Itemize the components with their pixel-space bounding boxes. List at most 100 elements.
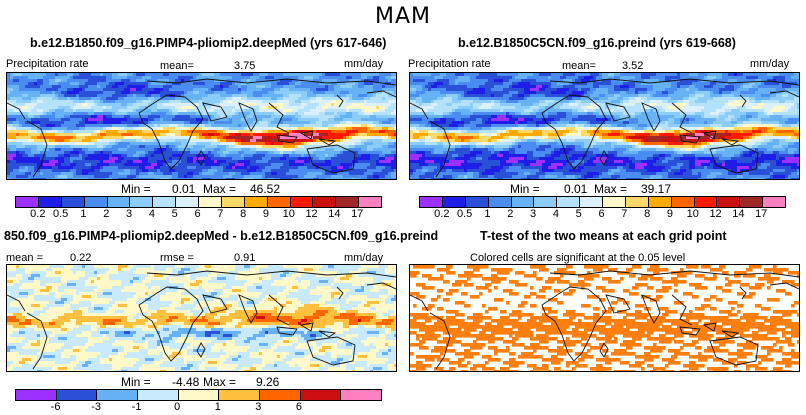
panel1-map-cell <box>199 85 203 89</box>
panel1-map-cell <box>361 88 365 92</box>
panel1-map-cell <box>85 115 89 119</box>
panel1-map-cell <box>214 154 218 158</box>
panel1-map-cell <box>295 91 299 95</box>
panel1-map-cell <box>184 154 188 158</box>
panel1-map-cell <box>310 97 314 101</box>
panel1-map-cell <box>190 151 194 155</box>
panel1-map-cell <box>184 103 188 107</box>
panel1-map-cell <box>274 136 278 140</box>
panel2-map-cell <box>527 76 531 80</box>
panel1-map-cell <box>37 106 41 110</box>
coastline <box>196 150 206 166</box>
panel2-map-cell <box>473 76 477 80</box>
panel2-map-cell <box>512 73 516 77</box>
panel1-map-cell <box>235 166 239 170</box>
panel1-map-cell <box>244 97 248 101</box>
panel1-map-cell <box>157 82 161 86</box>
panel1-map-cell <box>352 142 356 146</box>
panel1-map-cell <box>25 106 29 110</box>
panel1-map-cell <box>382 85 386 89</box>
panel1-map-cell <box>358 166 362 170</box>
panel1-map-cell <box>367 82 371 86</box>
panel1-map-cell <box>22 88 26 92</box>
panel1-map-cell <box>139 103 143 107</box>
panel1-map-cell <box>271 115 275 119</box>
panel1-map-cell <box>322 118 326 122</box>
panel1-map-cell <box>67 97 71 101</box>
panel1-map-cell <box>391 127 395 131</box>
panel1-map-cell <box>232 73 236 77</box>
panel1-map-cell <box>301 103 305 107</box>
panel1-map-cell <box>91 142 95 146</box>
panel1-map-cell <box>376 112 380 116</box>
panel1-map-cell <box>262 124 266 128</box>
panel1-map-cell <box>190 121 194 125</box>
panel1-map-cell <box>148 109 152 113</box>
panel1-map-cell <box>253 103 257 107</box>
panel1-map-cell <box>250 106 254 110</box>
panel1-map-cell <box>247 118 251 122</box>
panel1-map-cell <box>133 79 137 83</box>
panel1-map-cell <box>253 91 257 95</box>
panel1-map-cell <box>328 160 332 164</box>
panel1-map-cell <box>373 112 377 116</box>
panel1-map-cell <box>160 136 164 140</box>
panel1-map-cell <box>274 145 278 149</box>
panel1-map-cell <box>163 145 167 149</box>
panel1-map-cell <box>325 178 329 179</box>
panel1-map-cell <box>286 157 290 161</box>
panel1-map-cell <box>244 157 248 161</box>
panel1-map-cell <box>289 82 293 86</box>
panel1-map-cell <box>112 115 116 119</box>
panel1-map-cell <box>364 145 368 149</box>
panel1-map-cell <box>256 145 260 149</box>
panel1-map-cell <box>373 103 377 107</box>
panel1-map-cell <box>310 139 314 143</box>
panel1-map-cell <box>331 121 335 125</box>
panel1-map-cell <box>364 157 368 161</box>
panel1-map-cell <box>55 124 59 128</box>
panel1-map-cell <box>34 94 38 98</box>
panel1-map-cell <box>7 109 11 113</box>
panel1-map-cell <box>385 127 389 131</box>
panel1-map-cell <box>136 106 140 110</box>
panel1-map-cell <box>373 73 377 77</box>
panel1-map-cell <box>316 106 320 110</box>
panel1-map-cell <box>154 157 158 161</box>
panel1-map-cell <box>196 109 200 113</box>
panel1-map-cell <box>43 154 47 158</box>
panel1-map-cell <box>166 148 170 152</box>
panel1-map-cell <box>199 103 203 107</box>
panel1-map-cell <box>85 121 89 125</box>
panel1-map-cell <box>169 172 173 176</box>
panel1-map-cell <box>109 85 113 89</box>
panel1-map-cell <box>334 157 338 161</box>
panel1-map-cell <box>121 136 125 140</box>
panel1-map-cell <box>175 148 179 152</box>
panel1-map-cell <box>49 154 53 158</box>
panel1-map-cell <box>367 139 371 143</box>
panel1-map-cell <box>88 76 92 80</box>
panel1-map-cell <box>130 94 134 98</box>
panel1-map-cell <box>298 172 302 176</box>
panel1-map-cell <box>28 79 32 83</box>
panel1-map-cell <box>244 106 248 110</box>
panel1-map-cell <box>61 73 65 77</box>
panel1-map-cell <box>13 106 17 110</box>
panel1-map-cell <box>322 76 326 80</box>
panel2-map-cell <box>485 73 489 77</box>
panel1-map-cell <box>133 97 137 101</box>
panel1-map-cell <box>136 145 140 149</box>
panel1-map-cell <box>34 157 38 161</box>
panel1-map-cell <box>97 91 101 95</box>
panel1-map-cell <box>334 91 338 95</box>
panel1-map-cell <box>82 148 86 152</box>
panel1-map-cell <box>322 154 326 158</box>
panel1-map-cell <box>352 82 356 86</box>
panel1-map-cell <box>10 106 14 110</box>
panel2-map-cell <box>743 76 747 80</box>
panel1-map-cell <box>223 145 227 149</box>
panel1-map-cell <box>31 115 35 119</box>
panel1-map-cell <box>331 160 335 164</box>
panel1-map-cell <box>328 79 332 83</box>
